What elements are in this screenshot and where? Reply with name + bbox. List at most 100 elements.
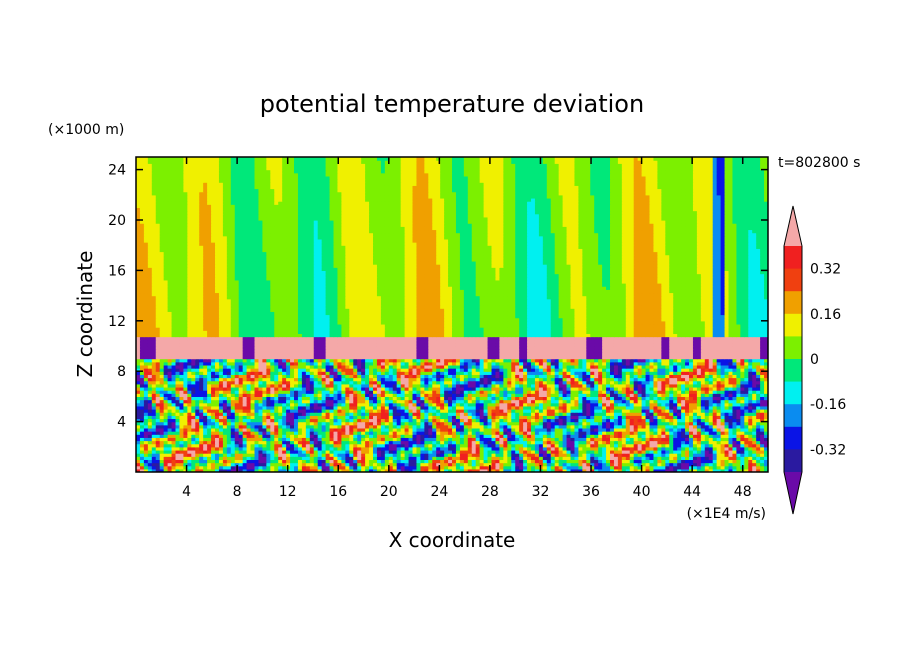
heatmap-cell <box>179 453 184 457</box>
heatmap-cell <box>744 431 749 435</box>
heatmap-cell <box>396 424 402 429</box>
heatmap-cell <box>392 424 398 429</box>
heatmap-cell <box>155 465 161 470</box>
heatmap-cell <box>408 427 414 432</box>
heatmap-cell <box>191 453 196 457</box>
heatmap-cell <box>546 459 552 464</box>
heatmap-cell <box>764 415 768 420</box>
heatmap-cell <box>696 421 702 426</box>
heatmap-cell <box>400 434 406 438</box>
heatmap-cell <box>527 443 532 448</box>
heatmap-cell <box>380 437 386 442</box>
heatmap-cell <box>625 427 631 432</box>
heatmap-cell <box>728 468 734 472</box>
heatmap-cell <box>175 465 181 470</box>
heatmap-cell <box>748 424 753 429</box>
heatmap-cell <box>720 418 726 423</box>
heatmap-cell <box>183 449 188 454</box>
heatmap-cell <box>621 462 627 467</box>
heatmap-cell <box>329 412 335 416</box>
heatmap-cell <box>163 431 169 435</box>
heatmap-cell <box>143 440 149 445</box>
heatmap-cell <box>606 456 611 460</box>
heatmap-cell <box>523 462 528 467</box>
heatmap-cell <box>262 449 267 454</box>
heatmap-cell <box>748 434 753 438</box>
heatmap-cell <box>262 465 267 470</box>
heatmap-cell <box>365 443 370 448</box>
heatmap-cell <box>641 418 647 423</box>
heatmap-cell <box>408 412 414 416</box>
heatmap-cell <box>669 462 674 467</box>
heatmap-cell <box>491 462 497 467</box>
heatmap-cell <box>211 468 216 472</box>
heatmap-cell <box>515 421 520 426</box>
heatmap-cell <box>203 415 208 420</box>
heatmap-cell <box>527 462 532 467</box>
heatmap-cell <box>542 412 548 416</box>
heatmap-cell <box>590 468 595 472</box>
heatmap-cell <box>246 440 252 445</box>
heatmap-cell <box>155 427 161 432</box>
heatmap-cell <box>361 431 366 435</box>
heatmap-cell <box>566 465 572 470</box>
heatmap-cell <box>333 446 339 451</box>
heatmap-cell <box>187 443 192 448</box>
heatmap-cell <box>388 431 394 435</box>
heatmap-cell <box>254 427 260 432</box>
heatmap-cell <box>357 465 362 470</box>
heatmap-cell <box>700 431 706 435</box>
heatmap-cell <box>155 431 161 435</box>
heatmap-cell <box>139 449 145 454</box>
heatmap-cell <box>519 446 524 451</box>
heatmap-cell <box>645 468 651 472</box>
heatmap-cell <box>700 424 706 429</box>
heatmap-cell <box>278 421 283 426</box>
heatmap-cell <box>163 437 169 442</box>
heatmap-cell <box>258 409 263 413</box>
heatmap-cell <box>373 434 378 438</box>
heatmap-cell <box>215 415 220 420</box>
heatmap-cell <box>736 456 741 460</box>
heatmap-cell <box>764 421 768 426</box>
heatmap-cell <box>294 437 299 442</box>
heatmap-cell <box>408 459 414 464</box>
heatmap-cell <box>499 468 504 472</box>
heatmap-cell <box>230 431 236 435</box>
heatmap-cell <box>649 415 655 420</box>
heatmap-cell <box>475 431 481 435</box>
heatmap-cell <box>167 453 173 457</box>
heatmap-cell <box>590 427 595 432</box>
heatmap-cell <box>661 424 666 429</box>
heatmap-cell <box>558 421 564 426</box>
heatmap-cell <box>215 449 220 454</box>
heatmap-cell <box>756 412 761 416</box>
heatmap-cell <box>511 421 516 426</box>
heatmap-cell <box>606 431 611 435</box>
heatmap-cell <box>278 431 283 435</box>
heatmap-cell <box>523 431 528 435</box>
heatmap-cell <box>396 449 402 454</box>
heatmap-cell <box>542 434 548 438</box>
heatmap-cell <box>147 462 153 467</box>
heatmap-cell <box>475 437 481 442</box>
heatmap-cell <box>380 412 386 416</box>
heatmap-cell <box>550 453 556 457</box>
heatmap-cell <box>637 459 643 464</box>
heatmap-cell <box>274 427 279 432</box>
heatmap-cell <box>764 418 768 423</box>
heatmap-cell <box>357 446 362 451</box>
heatmap-cell <box>266 415 271 420</box>
heatmap-cell <box>629 427 635 432</box>
heatmap-cell <box>685 468 690 472</box>
heatmap-cell <box>191 462 196 467</box>
heatmap-cell <box>448 449 453 454</box>
heatmap-cell <box>187 437 192 442</box>
heatmap-cell <box>471 434 477 438</box>
heatmap-cell <box>728 412 734 416</box>
heatmap-cell <box>562 465 568 470</box>
heatmap-cell <box>621 456 627 460</box>
heatmap-cell <box>610 465 615 470</box>
heatmap-cell <box>341 409 346 413</box>
heatmap-cell <box>653 465 658 470</box>
